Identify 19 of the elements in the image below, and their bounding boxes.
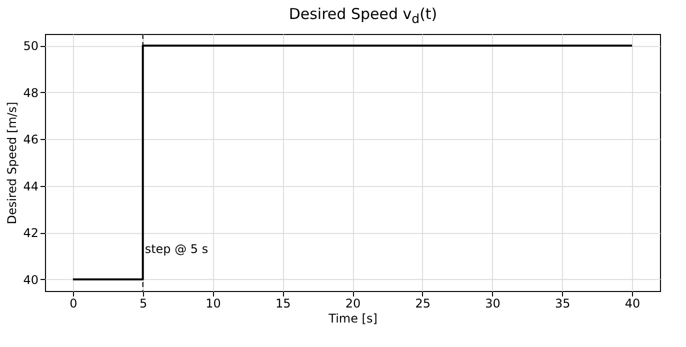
y-tick-label: 40 <box>23 272 38 287</box>
y-tick-label: 50 <box>23 39 38 54</box>
x-tick-label: 5 <box>140 296 148 310</box>
x-tick-label: 35 <box>555 296 570 310</box>
chart-title: Desired Speed v$_{d}$(t) <box>288 4 438 28</box>
y-tick-label: 46 <box>23 132 38 147</box>
x-tick-label: 0 <box>70 296 78 310</box>
x-tick-label: 15 <box>275 296 291 310</box>
x-tick-label: 25 <box>415 296 431 310</box>
x-tick-label: 40 <box>624 296 640 310</box>
x-axis-title: Time [s] <box>328 312 378 326</box>
y-axis-title: Desired Speed [m/s] <box>5 102 20 224</box>
y-tick-label: 48 <box>23 86 38 100</box>
x-tick-label: 10 <box>206 296 221 310</box>
x-tick-label: 30 <box>485 296 500 310</box>
y-tick-label: 44 <box>23 179 38 194</box>
y-tick-label: 42 <box>23 226 38 240</box>
x-tick-label: 20 <box>345 296 361 310</box>
annotation: step @ 5 s <box>144 242 208 256</box>
